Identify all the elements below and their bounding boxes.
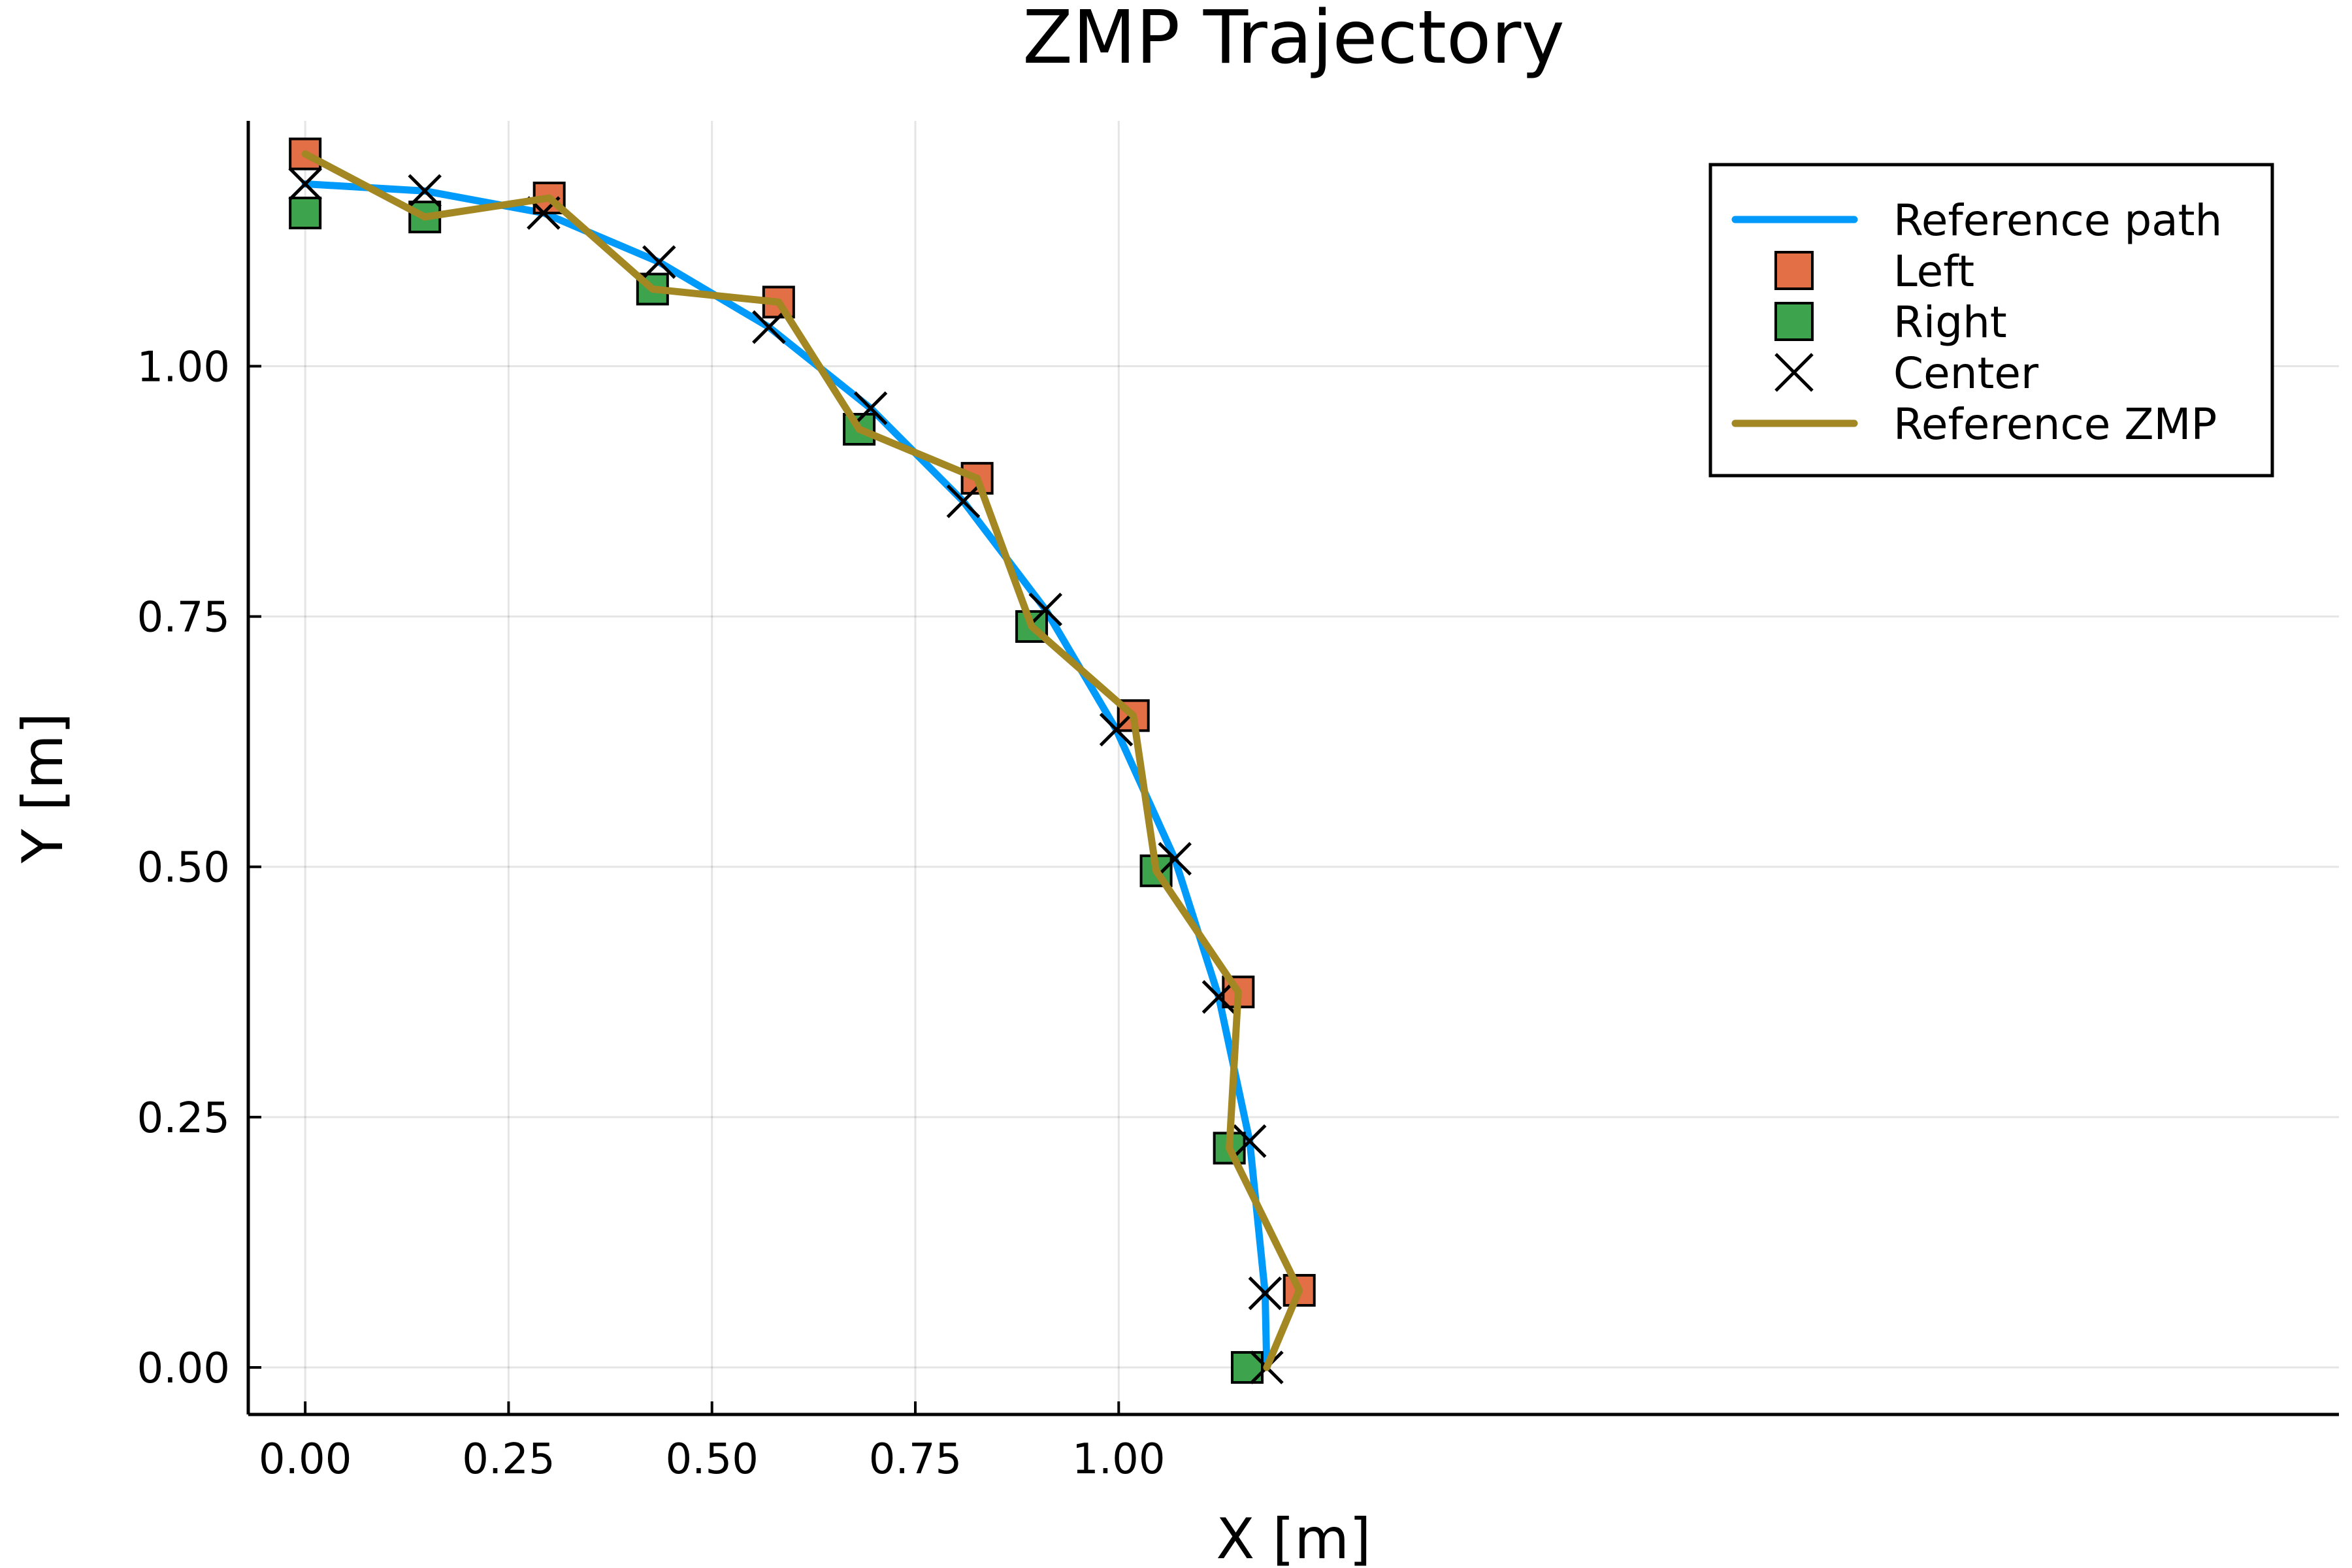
y-tick-label: 0.00 xyxy=(137,1345,231,1393)
legend-entry-right: Right xyxy=(1774,297,2007,348)
marker-center xyxy=(1248,1276,1282,1311)
legend-entry-left: Left xyxy=(1774,246,1974,297)
legend-label: Reference ZMP xyxy=(1893,399,2217,449)
y-axis-label: Y [m] xyxy=(10,713,76,864)
plot-series xyxy=(288,137,1316,1384)
x-tick-label: 1.00 xyxy=(1072,1435,1166,1484)
marker-center xyxy=(1232,1124,1267,1158)
legend-entry-reference-path: Reference path xyxy=(1731,195,2222,246)
y-tick-label: 1.00 xyxy=(137,343,231,391)
legend-swatch-square xyxy=(1774,251,1814,290)
marker-right xyxy=(289,196,322,229)
x-tick-label: 0.00 xyxy=(259,1435,352,1484)
legend-label: Right xyxy=(1893,297,2007,348)
legend-label: Left xyxy=(1893,246,1974,297)
legend-swatch-x xyxy=(1774,353,1814,392)
marker-center xyxy=(1028,593,1062,627)
axes: 0.00 0.25 0.50 0.75 1.00 0.00 0.25 0.50 0.75 1.00 xyxy=(137,121,2339,1484)
y-tick-label: 0.25 xyxy=(137,1094,231,1143)
marker-center xyxy=(853,391,888,425)
chart-title: ZMP Trajectory xyxy=(1022,0,1565,80)
marker-center xyxy=(946,484,981,519)
marker-center xyxy=(752,310,786,344)
legend-entry-center: Center xyxy=(1774,348,2039,399)
marker-center xyxy=(1158,841,1192,876)
x-tick-label: 0.75 xyxy=(869,1435,962,1484)
x-tick-label: 0.50 xyxy=(665,1435,759,1484)
legend-swatch-square xyxy=(1774,302,1814,341)
series-line-4 xyxy=(301,150,1303,1371)
legend-label: Reference path xyxy=(1893,195,2222,246)
marker-center xyxy=(288,167,322,201)
y-tick-label: 0.50 xyxy=(137,844,231,892)
marker-center xyxy=(1201,980,1236,1014)
marker-center xyxy=(408,174,442,208)
x-tick-label: 0.25 xyxy=(462,1435,555,1484)
marker-center xyxy=(642,245,676,279)
legend-entry-reference-zmp: Reference ZMP xyxy=(1731,399,2217,449)
y-tick-label: 0.75 xyxy=(137,594,231,642)
legend-label: Center xyxy=(1893,348,2039,399)
marker-left xyxy=(1282,1273,1316,1307)
x-axis-label: X [m] xyxy=(1216,1507,1371,1568)
marker-center xyxy=(1099,712,1134,747)
